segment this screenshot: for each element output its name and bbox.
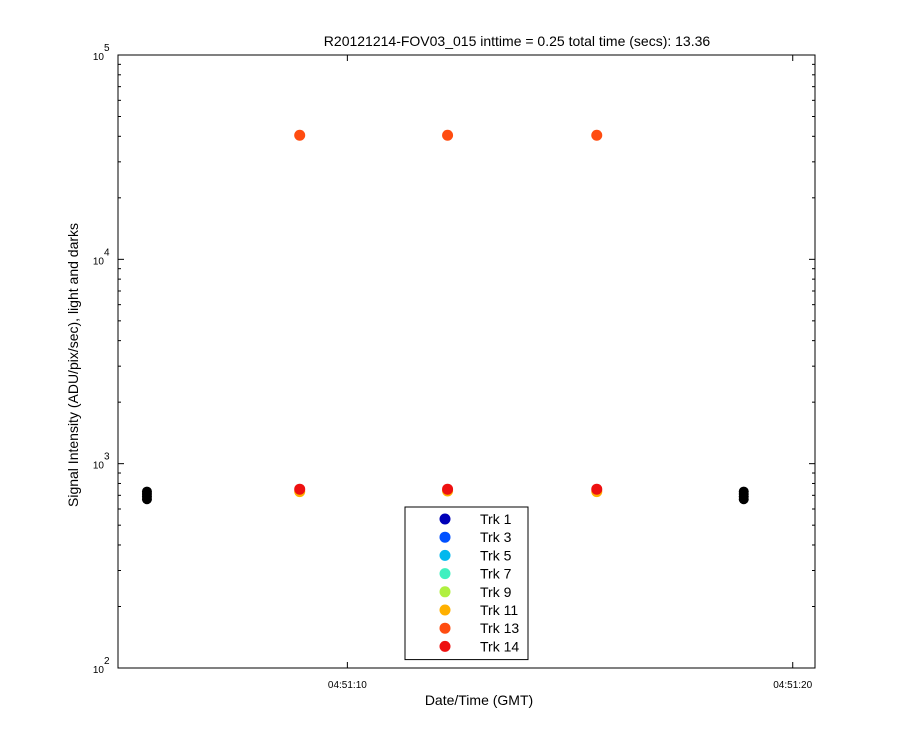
legend-marker [439, 640, 451, 652]
y-tick-label-base: 10 [93, 461, 105, 472]
y-tick-label-exponent: 3 [104, 452, 110, 463]
data-points [141, 129, 749, 505]
legend-marker [439, 568, 451, 580]
y-tick-label-base: 10 [93, 52, 105, 63]
legend-label: Trk 9 [480, 584, 512, 600]
legend-label: Trk 3 [480, 529, 512, 545]
y-tick-label-exponent: 5 [104, 43, 110, 54]
y-tick-label-base: 10 [93, 256, 105, 267]
legend-label: Trk 14 [480, 638, 519, 654]
legend-label: Trk 13 [480, 620, 519, 636]
legend-marker [439, 622, 451, 634]
legend-box [404, 506, 529, 661]
point-trk-13 [294, 129, 306, 141]
legend-marker [439, 586, 451, 598]
point-trk-14 [442, 483, 454, 495]
dark-frame-point [141, 486, 152, 497]
legend-label: Trk 1 [480, 511, 512, 527]
legend-marker [439, 549, 451, 561]
y-axis-label: Signal Intensity (ADU/pix/sec), light an… [65, 223, 81, 507]
legend-label: Trk 7 [480, 566, 512, 582]
legend: Trk 1 Trk 3 Trk 5 Trk 7 Trk 9 Trk 11 Trk 13 Trk… [404, 506, 529, 661]
x-tick-label: 04:51:20 [773, 680, 812, 691]
legend-marker [439, 604, 451, 616]
y-tick-label-base: 10 [93, 665, 105, 676]
point-trk-13 [442, 129, 454, 141]
legend-marker [439, 531, 451, 543]
y-tick-label-exponent: 4 [104, 247, 110, 258]
y-tick-label-exponent: 2 [104, 656, 110, 667]
dark-frame-point [738, 486, 749, 497]
legend-label: Trk 5 [480, 547, 512, 563]
point-trk-14 [294, 483, 306, 495]
legend-marker [439, 513, 451, 525]
chart-title: R20121214-FOV03_015 inttime = 0.25 total… [324, 33, 711, 49]
plot-frame [117, 54, 816, 669]
x-tick-label: 04:51:10 [328, 680, 367, 691]
legend-label: Trk 11 [480, 602, 518, 618]
x-axis-label: Date/Time (GMT) [425, 692, 533, 708]
point-trk-13 [591, 129, 603, 141]
point-trk-14 [591, 483, 603, 495]
